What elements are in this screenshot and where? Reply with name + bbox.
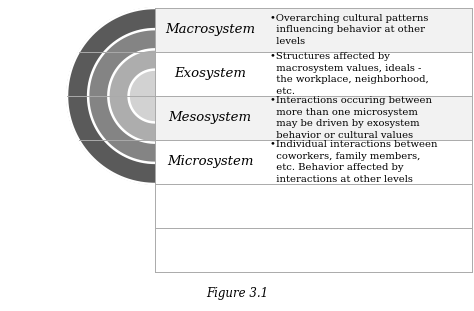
Bar (155, 52, 472, 96)
Bar (155, 96, 472, 140)
Text: •Structures affected by
  macrosystem values, ideals -
  the workplace, neighbor: •Structures affected by macrosystem valu… (270, 52, 429, 96)
Text: Figure 3.1: Figure 3.1 (206, 287, 268, 300)
Polygon shape (109, 49, 155, 143)
Bar (155, 228, 472, 272)
Polygon shape (67, 8, 155, 184)
Bar (155, 140, 472, 184)
Text: Macrosystem: Macrosystem (165, 24, 255, 36)
Bar (155, 8, 472, 52)
Polygon shape (88, 29, 155, 163)
Bar (155, 184, 472, 228)
Text: Microsystem: Microsystem (167, 156, 253, 169)
Text: Exosystem: Exosystem (174, 67, 246, 81)
Text: Mesosystem: Mesosystem (168, 112, 252, 124)
Text: •Individual interactions between
  coworkers, family members,
  etc. Behavior af: •Individual interactions between coworke… (270, 140, 438, 184)
Text: •Overarching cultural patterns
  influencing behavior at other
  levels: •Overarching cultural patterns influenci… (270, 14, 428, 46)
Text: •Interactions occuring between
  more than one microsystem
  may be driven by ex: •Interactions occuring between more than… (270, 96, 432, 140)
Polygon shape (128, 70, 155, 123)
